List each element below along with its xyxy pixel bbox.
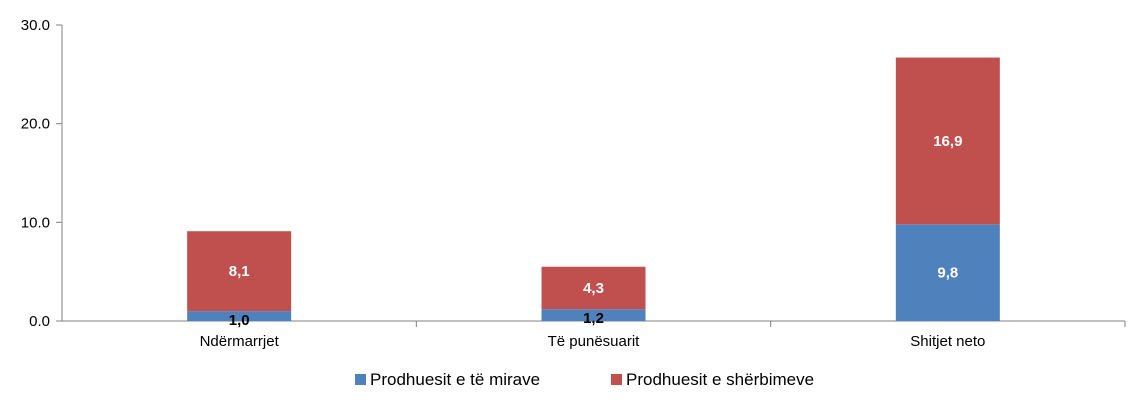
y-tick-label: 10.0 [21, 214, 50, 231]
legend-swatch [611, 374, 622, 385]
y-tick-label: 0.0 [29, 313, 50, 330]
bar-segment [541, 309, 646, 321]
y-tick-label: 20.0 [21, 116, 50, 133]
bar-segment [895, 224, 1000, 321]
data-label: 8,1 [229, 263, 250, 280]
x-category-label: Të punësuarit [548, 333, 641, 350]
data-label: 16,9 [933, 133, 962, 150]
data-label: 4,3 [583, 280, 604, 297]
data-label: 1,0 [229, 312, 250, 329]
data-label: 9,8 [937, 265, 958, 282]
bar-segment [895, 57, 1000, 225]
x-category-label: Shitjet neto [910, 333, 985, 350]
y-tick-label: 30.0 [21, 17, 50, 34]
data-label: 1,2 [583, 310, 604, 327]
bar-segment [187, 311, 292, 321]
bar-segment [541, 266, 646, 310]
legend-swatch [355, 374, 366, 385]
legend-label: Prodhuesit e shërbimeve [626, 370, 814, 389]
legend-label: Prodhuesit e të mirave [370, 370, 540, 389]
bar-segment [187, 231, 292, 312]
x-category-label: Ndërmarrjet [200, 333, 280, 350]
